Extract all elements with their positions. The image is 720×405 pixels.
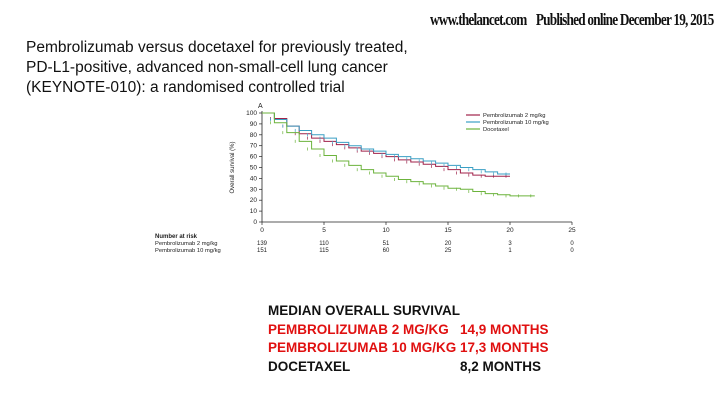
risk-value: 60	[383, 248, 390, 254]
summary-value: 8,2 MONTHS	[460, 358, 542, 374]
y-tick-label: 90	[250, 121, 258, 128]
source-header: www.thelancet.com Published online Decemb…	[430, 10, 714, 30]
y-tick-label: 50	[250, 165, 258, 172]
legend-entry: Pembrolizumab 10 mg/kg	[483, 120, 549, 126]
y-tick-label: 40	[250, 175, 258, 182]
y-tick-label: 80	[250, 132, 258, 139]
x-tick-label: 15	[444, 227, 452, 234]
y-tick-label: 70	[250, 143, 258, 150]
risk-value: 139	[257, 241, 268, 247]
median-survival-summary: MEDIAN OVERALL SURVIVAL PEMBROLIZUMAB 2 …	[268, 302, 568, 376]
summary-drug: PEMBROLIZUMAB 2 MG/KG	[268, 321, 449, 337]
survival-curve	[262, 112, 510, 175]
y-tick-label: 10	[250, 208, 258, 215]
summary-row: PEMBROLIZUMAB 2 MG/KG 14,9 MONTHS	[268, 321, 568, 340]
legend-entry: Docetaxel	[483, 127, 509, 133]
summary-drug: PEMBROLIZUMAB 10 MG/KG	[268, 340, 457, 355]
title-line-3: (KEYNOTE-010): a randomised controlled t…	[26, 79, 345, 96]
y-tick-label: 30	[250, 186, 258, 193]
x-tick-label: 0	[260, 227, 264, 234]
risk-value: 51	[383, 241, 390, 247]
panel-label: A	[258, 103, 263, 110]
title-line-2: PD-L1-positive, advanced non-small-cell …	[26, 59, 388, 76]
y-tick-label: 0	[253, 219, 257, 226]
x-tick-label: 5	[322, 227, 326, 234]
x-tick-label: 25	[568, 227, 576, 234]
risk-row-label: Pembrolizumab 2 mg/kg	[155, 241, 218, 247]
risk-value: 20	[445, 241, 452, 247]
summary-value: 14,9 MONTHS	[460, 321, 549, 337]
survival-curve	[262, 112, 535, 197]
x-tick-label: 10	[382, 227, 390, 234]
risk-value: 151	[257, 248, 268, 254]
risk-value: 1	[508, 248, 512, 254]
source-website: www.thelancet.com	[430, 10, 527, 29]
risk-value: 25	[445, 248, 452, 254]
summary-value: 17,3 MONTHS	[460, 340, 549, 355]
legend-entry: Pembrolizumab 2 mg/kg	[483, 113, 546, 119]
risk-table-title: Number at risk	[155, 234, 198, 240]
summary-drug: DOCETAXEL	[268, 358, 351, 374]
slide-title: Pembrolizumab versus docetaxel for previ…	[26, 38, 426, 98]
source-published-date: Published online December 19, 2015	[535, 10, 714, 29]
y-tick-label: 100	[246, 110, 257, 117]
risk-row-label: Pembrolizumab 10 mg/kg	[155, 248, 221, 254]
summary-heading: MEDIAN OVERALL SURVIVAL	[268, 303, 461, 318]
y-tick-label: 20	[250, 197, 258, 204]
risk-value: 0	[570, 241, 574, 247]
risk-value: 115	[319, 248, 329, 254]
risk-value: 0	[570, 248, 574, 254]
summary-row: PEMBROLIZUMAB 10 MG/KG 17,3 MONTHS	[268, 339, 568, 358]
summary-row: DOCETAXEL 8,2 MONTHS	[268, 358, 568, 377]
y-tick-label: 60	[250, 154, 258, 161]
y-axis-label: Overall survival (%)	[230, 141, 236, 193]
title-line-1: Pembrolizumab versus docetaxel for previ…	[26, 39, 408, 56]
risk-value: 110	[319, 241, 329, 247]
x-tick-label: 20	[506, 227, 514, 234]
risk-value: 3	[508, 241, 512, 247]
